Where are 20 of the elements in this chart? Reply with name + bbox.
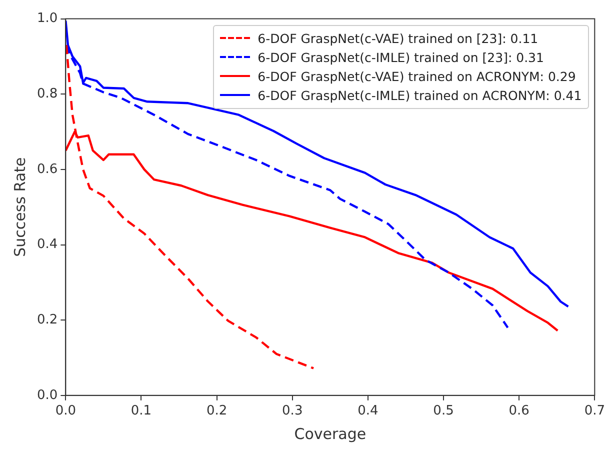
x-tick-label: 0.3 [282,404,303,419]
y-tick-label: 0.2 [36,312,58,328]
legend-label: 6-DOF GraspNet(c-IMLE) trained on ACRONYM: 0.41 [258,88,582,103]
y-tick-label: 0.4 [36,237,58,252]
x-tick-label: 0.4 [358,404,378,419]
y-tick-label: 0.0 [36,388,58,403]
y-axis-title: Success Rate [10,157,29,257]
legend-label: 6-DOF GraspNet(c-VAE) trained on ACRONYM: 0.29 [258,68,576,84]
x-tick-label: 0.5 [433,404,454,419]
y-tick-label: 0.8 [36,86,58,102]
x-tick-label: 0.1 [130,404,152,419]
y-tick-label: 1.0 [36,11,58,26]
x-tick-label: 0.7 [584,404,606,419]
x-axis-title: Coverage [294,424,366,443]
legend-label: 6-DOF GraspNet(c-IMLE) trained on [23]: 0.31 [258,50,544,65]
x-tick-label: 0.0 [55,404,76,419]
legend-label: 6-DOF GraspNet(c-VAE) trained on [23]: 0.11 [258,30,538,46]
x-tick-label: 0.6 [508,404,530,419]
y-tick-label: 0.6 [36,162,58,177]
x-tick-label: 0.2 [206,404,228,419]
